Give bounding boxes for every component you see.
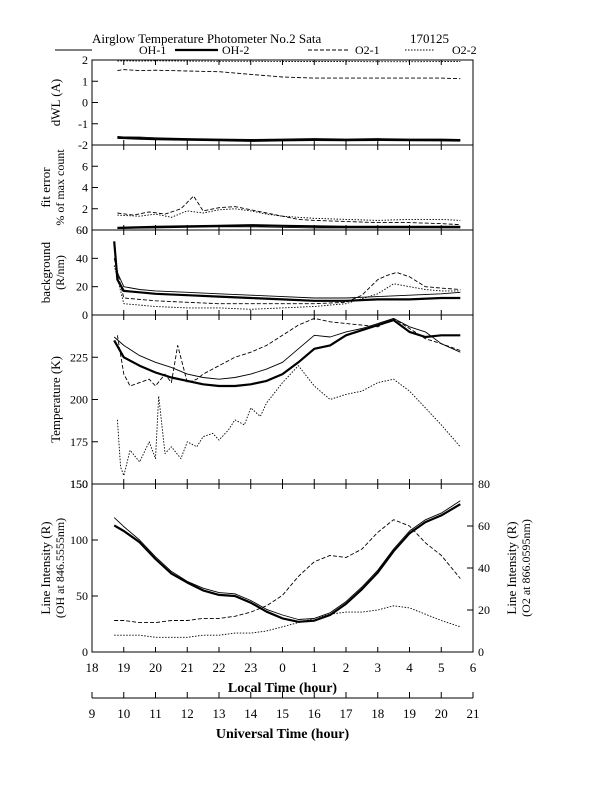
ytick-label-line_intensity: 150 (70, 477, 88, 491)
series-o2-2-background (113, 265, 461, 310)
series-o2-2-fit_error (117, 208, 461, 221)
local-tick-label: 0 (279, 660, 286, 675)
ylabel-right-line_intensity: Line Intensity (R) (504, 521, 519, 614)
utc-tick-label: 9 (89, 706, 96, 721)
ytick-label-temperature: 200 (70, 393, 88, 407)
ylabel2-background: (R/nm) (53, 255, 67, 290)
panel-frame-dwl (91, 59, 474, 146)
ytick-label-background: 0 (82, 308, 88, 322)
y2tick-label-line_intensity: 20 (478, 603, 490, 617)
ylabel2-line_intensity: (OH at 846.5555nm) (53, 518, 67, 618)
ytick-label-background: 60 (76, 223, 88, 237)
series-o2-1-line_intensity (114, 519, 461, 624)
ytick-label-dwl: 0 (82, 96, 88, 110)
legend-label-oh-1: OH-1 (139, 43, 166, 57)
panel-frame-fit_error (91, 144, 474, 231)
local-tick-label: 3 (375, 660, 382, 675)
series-oh-2-fit_error (117, 224, 461, 229)
legend-label-o2-1: O2-1 (355, 43, 380, 57)
ytick-label-fit_error: 0 (82, 223, 88, 237)
utc-tick-label: 19 (403, 706, 416, 721)
local-tick-label: 6 (470, 660, 477, 675)
ytick-label-dwl: 2 (82, 53, 88, 67)
utc-tick-label: 16 (308, 706, 322, 721)
utc-tick-label: 14 (244, 706, 258, 721)
utc-time-xlabel: Universal Time (hour) (216, 727, 350, 742)
ytick-label-dwl: -1 (78, 117, 88, 131)
local-tick-label: 5 (438, 660, 445, 675)
ytick-label-fit_error: 4 (82, 181, 88, 195)
series-oh-2-line_intensity (113, 503, 461, 623)
ytick-label-line_intensity: 0 (82, 645, 88, 659)
utc-tick-label: 17 (340, 706, 354, 721)
utc-tick-label: 10 (117, 706, 130, 721)
utc-tick-label: 11 (149, 706, 162, 721)
ylabel-fit_error: fit error (38, 167, 53, 208)
ylabel-background: background (38, 241, 53, 303)
local-tick-label: 18 (86, 660, 99, 675)
utc-tick-label: 13 (213, 706, 226, 721)
series-oh-2-dwl (117, 136, 461, 142)
ylabel-line_intensity: Line Intensity (R) (38, 521, 53, 614)
ytick-label-line_intensity: 100 (70, 533, 88, 547)
ytick-label-temperature: 225 (70, 350, 88, 364)
series-oh-1-temperature (113, 317, 461, 380)
series-o2-1-fit_error (117, 195, 461, 226)
legend: OH-1 OH-2 O2-1 O2-2 (55, 43, 477, 57)
ytick-label-fit_error: 2 (82, 202, 88, 216)
ytick-label-temperature: 150 (70, 477, 88, 491)
date-code: 170125 (410, 31, 449, 46)
panel-frame-temperature (91, 314, 474, 485)
series-o2-1-dwl (117, 69, 461, 80)
chart-title: Airglow Temperature Photometer No.2 Sata (92, 31, 322, 46)
ylabel-dwl: dWL (A) (48, 79, 63, 127)
local-tick-label: 1 (311, 660, 318, 675)
panel-frame-background (91, 229, 474, 316)
ytick-label-line_intensity: 50 (76, 589, 88, 603)
y2tick-label-line_intensity: 60 (478, 519, 490, 533)
series-o2-2-temperature (116, 365, 461, 477)
ytick-label-background: 40 (76, 251, 88, 265)
utc-tick-label: 12 (181, 706, 194, 721)
ytick-label-dwl: -2 (78, 138, 88, 152)
ylabel-temperature: Temperature (K) (48, 356, 63, 443)
series-o2-2-dwl (117, 60, 461, 63)
ytick-label-temperature: 175 (70, 435, 88, 449)
utc-tick-label: 15 (276, 706, 289, 721)
series-oh-2-background (113, 241, 461, 302)
local-tick-label: 21 (181, 660, 194, 675)
y2tick-label-line_intensity: 80 (478, 477, 490, 491)
y2tick-label-line_intensity: 0 (478, 645, 484, 659)
ylabel2-fit_error: % of max count (53, 149, 67, 226)
series-oh-1-line_intensity (113, 500, 461, 620)
series-o2-1-background (113, 258, 461, 305)
local-tick-label: 22 (213, 660, 226, 675)
y2tick-label-line_intensity: 40 (478, 561, 490, 575)
legend-label-o2-2: O2-2 (452, 43, 477, 57)
series-oh-1-background (113, 244, 461, 299)
utc-tick-label: 21 (467, 706, 480, 721)
local-tick-label: 19 (117, 660, 130, 675)
ytick-label-dwl: 1 (82, 74, 88, 88)
series-o2-2-line_intensity (114, 605, 461, 638)
local-tick-label: 4 (406, 660, 413, 675)
ylabel-right2-line_intensity: (O2 at 866.0595nm) (519, 519, 533, 617)
series-o2-1-temperature (116, 317, 461, 387)
legend-label-oh-2: OH-2 (222, 43, 249, 57)
local-tick-label: 23 (244, 660, 257, 675)
local-tick-label: 20 (149, 660, 162, 675)
local-tick-label: 2 (343, 660, 350, 675)
chart-panels: -2 -1 0 1 2 dWL (A) 0 2 4 6 fit error% of max coun… (38, 53, 533, 659)
ytick-label-fit_error: 6 (82, 159, 88, 173)
utc-tick-label: 20 (435, 706, 448, 721)
utc-tick-label: 18 (371, 706, 384, 721)
ytick-label-background: 20 (76, 280, 88, 294)
local-time-xlabel: Local Time (hour) (228, 681, 337, 696)
